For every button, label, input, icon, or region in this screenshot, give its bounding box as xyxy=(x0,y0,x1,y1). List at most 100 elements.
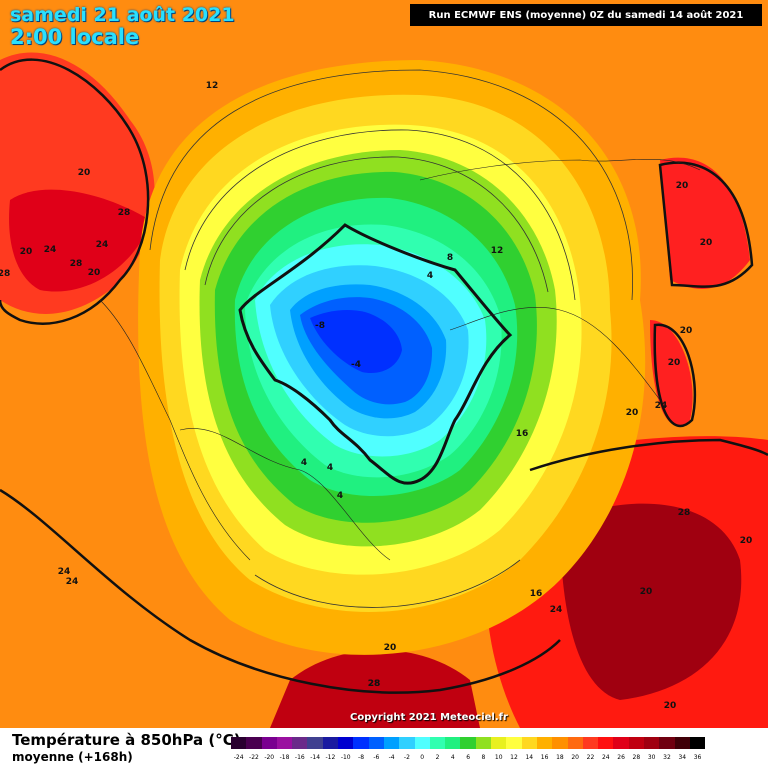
contour-label: 28 xyxy=(0,269,10,279)
scale-label: 28 xyxy=(632,754,641,761)
scale-label: 8 xyxy=(481,754,486,761)
contour-label: 20 xyxy=(664,701,677,711)
scale-label: 14 xyxy=(525,754,534,761)
variable-title: Température à 850hPa (°C) xyxy=(12,731,241,749)
scale-label: -16 xyxy=(294,754,305,761)
isotherm-20-east2 xyxy=(653,323,697,428)
contour-label: 20 xyxy=(88,268,101,278)
scale-label: 0 xyxy=(420,754,425,761)
contour-thin-1 xyxy=(149,69,633,301)
scale-swatch xyxy=(628,737,645,749)
scale-swatch xyxy=(261,737,277,749)
isotherm-20-east xyxy=(529,438,768,472)
scale-swatch xyxy=(460,737,476,749)
scale-swatch xyxy=(674,737,690,749)
scale-swatch xyxy=(368,737,384,749)
contour-label: 24 xyxy=(550,605,563,615)
scale-swatch xyxy=(414,737,430,749)
warm-zone-south xyxy=(270,650,480,728)
scale-swatch xyxy=(292,737,308,749)
contour-label: 28 xyxy=(678,508,691,518)
scale-label: -18 xyxy=(279,754,290,761)
scale-label: -8 xyxy=(358,754,365,761)
contour-label: 4 xyxy=(337,491,343,501)
variable-subtitle: moyenne (+168h) xyxy=(12,750,133,764)
time-line: 2:00 locale xyxy=(10,24,140,49)
contour-label: -4 xyxy=(351,360,361,370)
scale-swatch xyxy=(475,737,492,749)
scale-swatch xyxy=(353,737,369,749)
contour-label: 4 xyxy=(301,458,307,468)
contour-label: 4 xyxy=(327,463,333,473)
scale-swatch xyxy=(536,737,553,749)
scale-swatch xyxy=(276,737,293,749)
scale-label: -12 xyxy=(325,754,336,761)
scale-swatch xyxy=(246,737,262,749)
coastline-hint-2 xyxy=(449,306,661,401)
scale-label: -10 xyxy=(340,754,351,761)
scale-swatch xyxy=(644,737,660,749)
warm-zone-southeast-core xyxy=(560,503,742,700)
copyright: Copyright 2021 Meteociel.fr xyxy=(350,712,508,723)
color-scale xyxy=(231,737,706,749)
contour-label: 4 xyxy=(427,271,433,281)
coastline-hint-3 xyxy=(99,299,251,561)
scale-swatch xyxy=(231,737,247,749)
scale-swatch xyxy=(383,737,400,749)
isotherm-20-west xyxy=(0,58,150,325)
contour-label: 24 xyxy=(66,577,79,587)
scale-label: 22 xyxy=(586,754,595,761)
contour-label: 12 xyxy=(491,246,504,256)
isotherm-20-south xyxy=(0,488,561,694)
scale-swatch xyxy=(307,737,323,749)
scale-label: -24 xyxy=(233,754,244,761)
contour-label: -8 xyxy=(315,321,325,331)
contour-label: 20 xyxy=(700,238,713,248)
scale-swatch xyxy=(567,737,583,749)
scale-label: -20 xyxy=(264,754,275,761)
contour-label: 8 xyxy=(447,253,453,263)
contour-thin-4 xyxy=(254,559,521,608)
contour-label: 16 xyxy=(516,429,529,439)
scale-label: -2 xyxy=(403,754,410,761)
scale-label: 20 xyxy=(571,754,579,761)
scale-swatch xyxy=(613,737,629,749)
contour-label: 20 xyxy=(740,536,753,546)
contour-label: 20 xyxy=(626,408,639,418)
scale-label: 18 xyxy=(556,754,564,761)
contour-label: 24 xyxy=(655,401,668,411)
scale-label: 36 xyxy=(693,754,702,761)
scale-label: 2 xyxy=(435,754,440,761)
contour-label: 28 xyxy=(368,679,381,689)
scale-swatch xyxy=(552,737,568,749)
warm-zone-east xyxy=(660,157,750,289)
scale-label: 6 xyxy=(466,754,471,761)
scale-label: -22 xyxy=(249,754,259,761)
contour-label: 20 xyxy=(20,247,33,257)
contour-label: 20 xyxy=(680,326,693,336)
scale-label: -6 xyxy=(373,754,380,761)
contour-label: 28 xyxy=(118,208,131,218)
contour-label: 24 xyxy=(44,245,57,255)
contour-thin-2 xyxy=(184,129,576,301)
scale-swatch xyxy=(491,737,507,749)
scale-label: 24 xyxy=(601,754,610,761)
band-deep-blue xyxy=(310,310,402,374)
scale-swatch xyxy=(506,737,522,749)
scale-swatch xyxy=(598,737,614,749)
scale-label: 32 xyxy=(663,754,671,761)
warm-zone-west-core xyxy=(9,189,150,292)
coastline-hint-1 xyxy=(179,428,391,561)
scale-swatch xyxy=(445,737,461,749)
scale-label: -14 xyxy=(310,754,321,761)
contour-label: 24 xyxy=(96,240,109,250)
scale-label: 26 xyxy=(617,754,625,761)
scale-label: 34 xyxy=(678,754,687,761)
scale-swatch xyxy=(582,737,599,749)
scale-label: 16 xyxy=(540,754,549,761)
scale-swatch xyxy=(689,737,706,749)
scale-label: -4 xyxy=(388,754,395,761)
contour-thin-3 xyxy=(204,156,549,293)
